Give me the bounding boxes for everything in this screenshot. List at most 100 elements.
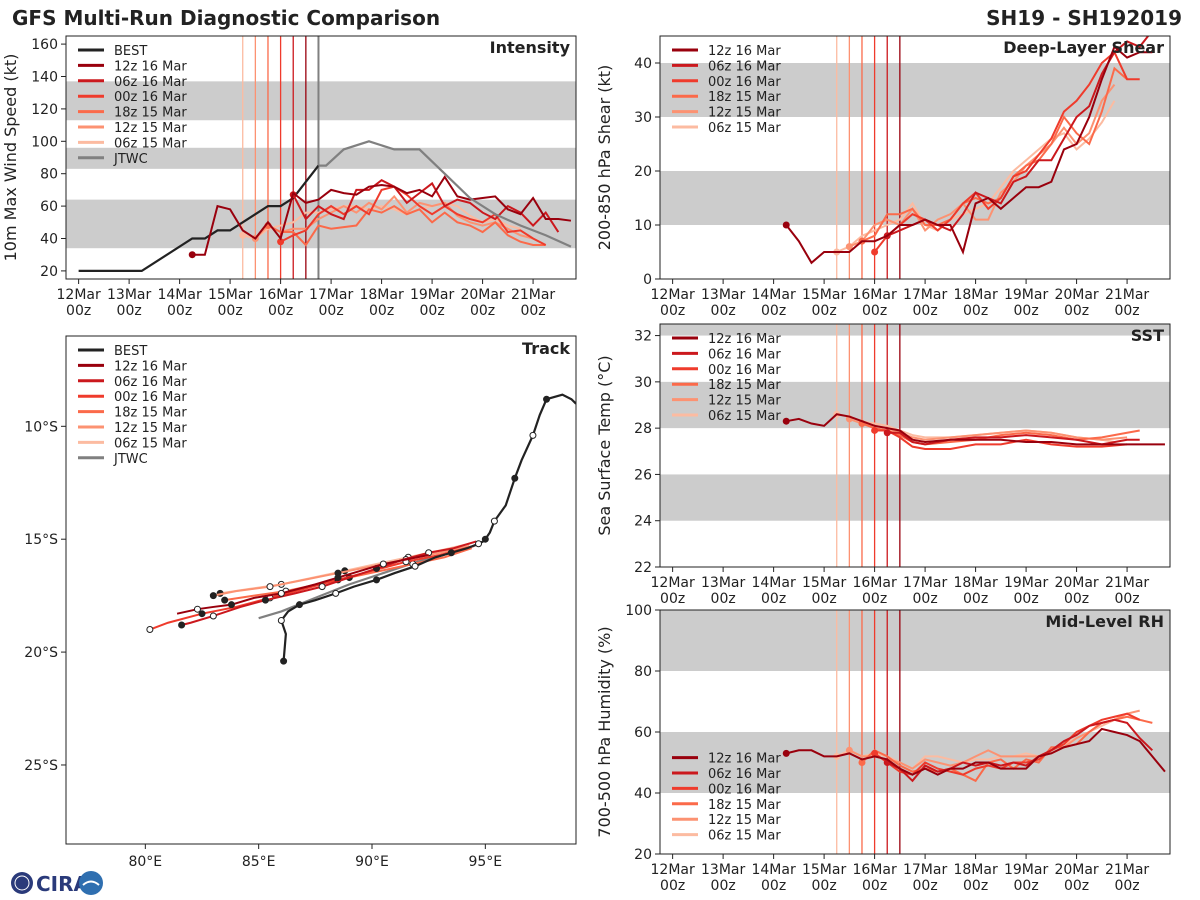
track-legend-label: 12z 16 Mar [114, 359, 187, 374]
rh-ytick-label: 100 [625, 603, 652, 619]
rh-xtick-sublabel: 00z [711, 878, 736, 894]
shear-plot-area [660, 36, 1170, 279]
shear-xtick-sublabel: 00z [660, 303, 685, 319]
track-series-marker [261, 596, 269, 604]
shear-xtick-sublabel: 00z [761, 303, 786, 319]
sst-title: SST [1131, 326, 1164, 345]
intensity-legend-label: 06z 16 Mar [114, 75, 187, 90]
intensity-xtick-label: 17Mar [309, 287, 353, 303]
rh-ytick-label: 40 [634, 786, 652, 802]
sst-xtick-sublabel: 00z [812, 591, 837, 607]
shear-xtick-label: 13Mar [701, 287, 745, 303]
shear-ytick-label: 30 [634, 110, 652, 126]
logo-wave-icon [82, 880, 100, 886]
track-best-marker [280, 657, 288, 665]
track-best-marker [511, 474, 519, 482]
intensity-xtick-label: 20Mar [460, 287, 504, 303]
intensity-xtick-label: 19Mar [410, 287, 454, 303]
sst-xtick-label: 14Mar [751, 575, 795, 591]
shear-xtick-label: 15Mar [802, 287, 846, 303]
sst-series-line [874, 429, 1128, 450]
shear-xtick-label: 18Mar [953, 287, 997, 303]
track-series-marker [227, 601, 235, 609]
sst-ytick-label: 26 [634, 467, 652, 483]
sst-xtick-sublabel: 00z [761, 591, 786, 607]
sst-legend-label: 12z 16 Mar [708, 332, 781, 347]
track-best-marker [373, 576, 381, 584]
shear-xtick-sublabel: 00z [1114, 303, 1139, 319]
shear-series-init-point [782, 221, 790, 229]
rh-series-init-point [782, 749, 790, 757]
sst-xtick-label: 19Mar [1004, 575, 1048, 591]
track-best-marker [295, 601, 303, 609]
rh-legend-label: 18z 15 Mar [708, 798, 781, 813]
sst-xtick-sublabel: 00z [963, 591, 988, 607]
shear-xtick-label: 14Mar [751, 287, 795, 303]
track-best-line [280, 393, 576, 662]
shear-series-line [836, 100, 1116, 253]
shear-band [660, 171, 1170, 225]
intensity-xtick-sublabel: 00z [66, 303, 91, 319]
shear-panel: 01020304012Mar00z13Mar00z14Mar00z15Mar00… [595, 35, 1171, 319]
intensity-xtick-label: 13Mar [107, 287, 151, 303]
intensity-legend-label: BEST [114, 44, 147, 59]
sst-xtick-sublabel: 00z [913, 591, 938, 607]
sst-band [660, 324, 1170, 336]
sst-ytick-label: 32 [634, 329, 652, 345]
sst-legend-label: 06z 15 Mar [708, 409, 781, 424]
shear-legend-label: 06z 16 Mar [708, 59, 781, 74]
sst-legend-label: 18z 15 Mar [708, 378, 781, 393]
sst-xtick-label: 12Mar [651, 575, 695, 591]
logo-globe-icon [11, 872, 33, 894]
rh-xtick-label: 19Mar [1004, 862, 1048, 878]
shear-xtick-sublabel: 00z [711, 303, 736, 319]
intensity-band [66, 147, 576, 169]
shear-ytick-label: 20 [634, 164, 652, 180]
rh-xtick-sublabel: 00z [913, 878, 938, 894]
sst-xtick-label: 20Mar [1054, 575, 1098, 591]
intensity-ytick-label: 40 [40, 232, 58, 248]
sst-series-init-point [782, 417, 790, 425]
track-legend-label: JTWC [113, 452, 148, 467]
track-series-marker [379, 560, 387, 568]
track-best-marker [411, 562, 419, 570]
shear-xtick-sublabel: 00z [913, 303, 938, 319]
logo-ring-icon [14, 875, 30, 891]
track-best-marker [481, 535, 489, 543]
rh-xtick-sublabel: 00z [812, 878, 837, 894]
intensity-frame [65, 35, 577, 280]
intensity-ytick-label: 160 [31, 37, 58, 53]
shear-legend-label: 18z 15 Mar [708, 90, 781, 105]
shear-series-init-point [871, 248, 879, 256]
rh-ytick-label: 20 [634, 847, 652, 863]
rh-title: Mid-Level RH [1045, 612, 1164, 631]
sst-xtick-sublabel: 00z [1114, 591, 1139, 607]
shear-xtick-sublabel: 00z [1014, 303, 1039, 319]
rh-xtick-sublabel: 00z [963, 878, 988, 894]
track-best-marker [529, 431, 537, 439]
intensity-band [66, 81, 576, 121]
track-xtick-label: 80°E [128, 854, 162, 870]
sst-xtick-label: 21Mar [1105, 575, 1149, 591]
track-series-marker [146, 626, 154, 634]
track-best-marker [277, 616, 285, 624]
intensity-xtick-label: 14Mar [157, 287, 201, 303]
intensity-ytick-label: 60 [40, 199, 58, 215]
intensity-xtick-sublabel: 00z [369, 303, 394, 319]
shear-xtick-label: 21Mar [1105, 287, 1149, 303]
track-series-marker [266, 583, 274, 591]
intensity-jtwc-line [318, 140, 572, 248]
shear-frame [659, 35, 1171, 280]
track-series-marker [334, 574, 342, 582]
intensity-xtick-sublabel: 00z [470, 303, 495, 319]
rh-xtick-label: 15Mar [802, 862, 846, 878]
sst-panel: 22242628303212Mar00z13Mar00z14Mar00z15Ma… [595, 323, 1171, 607]
intensity-xtick-label: 15Mar [208, 287, 252, 303]
intensity-xtick-sublabel: 00z [319, 303, 344, 319]
sst-legend-label: 12z 15 Mar [708, 394, 781, 409]
shear-legend-label: 00z 16 Mar [708, 75, 781, 90]
sst-xtick-sublabel: 00z [660, 591, 685, 607]
track-best-marker [332, 589, 340, 597]
rh-xtick-sublabel: 00z [761, 878, 786, 894]
rh-xtick-label: 17Mar [903, 862, 947, 878]
